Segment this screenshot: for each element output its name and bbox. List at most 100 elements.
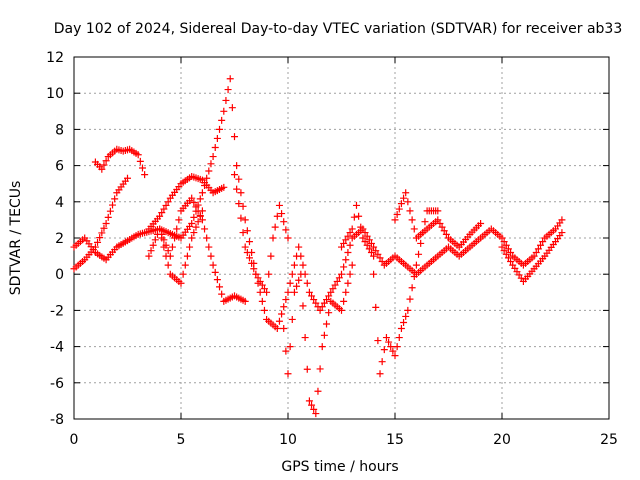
data-point	[402, 312, 410, 320]
data-point	[141, 171, 149, 179]
data-point	[190, 229, 198, 237]
data-point	[365, 245, 373, 253]
data-point	[498, 243, 506, 251]
data-point	[164, 261, 172, 269]
data-point	[558, 216, 566, 224]
x-tick-label: 0	[70, 432, 79, 448]
data-point	[239, 202, 247, 210]
data-point	[342, 288, 350, 296]
data-point	[241, 216, 249, 224]
data-point	[260, 285, 268, 293]
data-point	[376, 370, 384, 378]
data-point	[374, 337, 382, 345]
data-point	[500, 238, 508, 246]
data-point	[507, 248, 515, 256]
data-point	[190, 199, 198, 207]
data-point	[181, 261, 189, 269]
data-point	[102, 157, 110, 165]
data-point	[196, 212, 204, 220]
data-point	[280, 325, 288, 332]
data-point	[408, 216, 416, 224]
y-tick-label: 4	[55, 195, 64, 211]
data-point	[361, 238, 369, 246]
data-point	[338, 306, 345, 314]
data-point	[173, 225, 181, 233]
data-point	[290, 288, 298, 296]
data-point	[312, 410, 320, 418]
data-point	[275, 317, 283, 325]
data-point	[303, 279, 311, 287]
data-point	[393, 343, 401, 351]
data-point	[286, 343, 294, 351]
data-point	[382, 334, 390, 342]
data-point	[537, 241, 545, 249]
data-point	[194, 218, 202, 226]
data-point	[156, 212, 164, 220]
data-point	[231, 171, 238, 179]
data-point	[209, 153, 217, 161]
series-sat-a	[70, 75, 566, 332]
data-point	[344, 232, 352, 240]
data-point	[558, 229, 566, 237]
data-point	[218, 290, 226, 298]
data-point	[297, 252, 305, 260]
data-point	[539, 238, 547, 246]
data-point	[147, 247, 155, 255]
data-point	[192, 203, 200, 211]
y-tick-label: 0	[55, 267, 64, 283]
x-tick-label: 25	[600, 432, 618, 448]
data-point	[145, 252, 153, 260]
data-point	[320, 299, 328, 307]
data-point	[278, 210, 286, 218]
data-point	[282, 226, 290, 234]
data-point	[168, 243, 176, 251]
data-point	[367, 248, 375, 256]
data-point	[109, 201, 117, 209]
data-point	[203, 234, 211, 242]
data-point	[333, 277, 341, 285]
data-point	[387, 343, 395, 351]
data-point	[295, 276, 303, 284]
series-sat-l	[498, 229, 566, 285]
data-point	[177, 279, 185, 287]
chart-title: Day 102 of 2024, Sidereal Day-to-day VTE…	[54, 21, 623, 37]
data-point	[323, 320, 331, 328]
data-point	[408, 284, 416, 292]
data-point	[352, 201, 360, 209]
data-point	[245, 254, 253, 262]
data-point	[205, 167, 213, 175]
data-point	[198, 207, 206, 215]
data-point	[94, 238, 102, 246]
data-point	[235, 175, 243, 183]
data-point	[220, 107, 228, 115]
data-point	[310, 296, 318, 304]
data-point	[310, 405, 318, 413]
data-point	[179, 270, 187, 278]
data-point	[100, 161, 108, 169]
data-point	[395, 334, 403, 342]
data-point	[134, 151, 142, 159]
data-point	[504, 254, 512, 262]
data-point	[111, 195, 119, 203]
data-point	[239, 229, 247, 237]
data-point	[534, 245, 542, 253]
data-point	[355, 212, 363, 220]
data-point	[338, 270, 345, 278]
data-point	[190, 213, 198, 221]
data-point	[158, 209, 166, 217]
x-axis-ticks: 0 5 10 15 20 25	[70, 57, 618, 448]
data-point	[421, 218, 429, 226]
data-point	[434, 207, 442, 215]
data-point	[372, 303, 380, 311]
data-point	[363, 232, 371, 240]
data-point	[252, 270, 260, 278]
data-point	[186, 243, 194, 251]
data-point	[250, 265, 258, 273]
data-point	[318, 343, 326, 351]
x-tick-label: 5	[177, 432, 186, 448]
data-point	[162, 201, 170, 209]
data-point	[359, 234, 367, 242]
data-point	[183, 252, 191, 260]
y-tick-label: 6	[55, 159, 64, 175]
data-point	[370, 252, 378, 260]
